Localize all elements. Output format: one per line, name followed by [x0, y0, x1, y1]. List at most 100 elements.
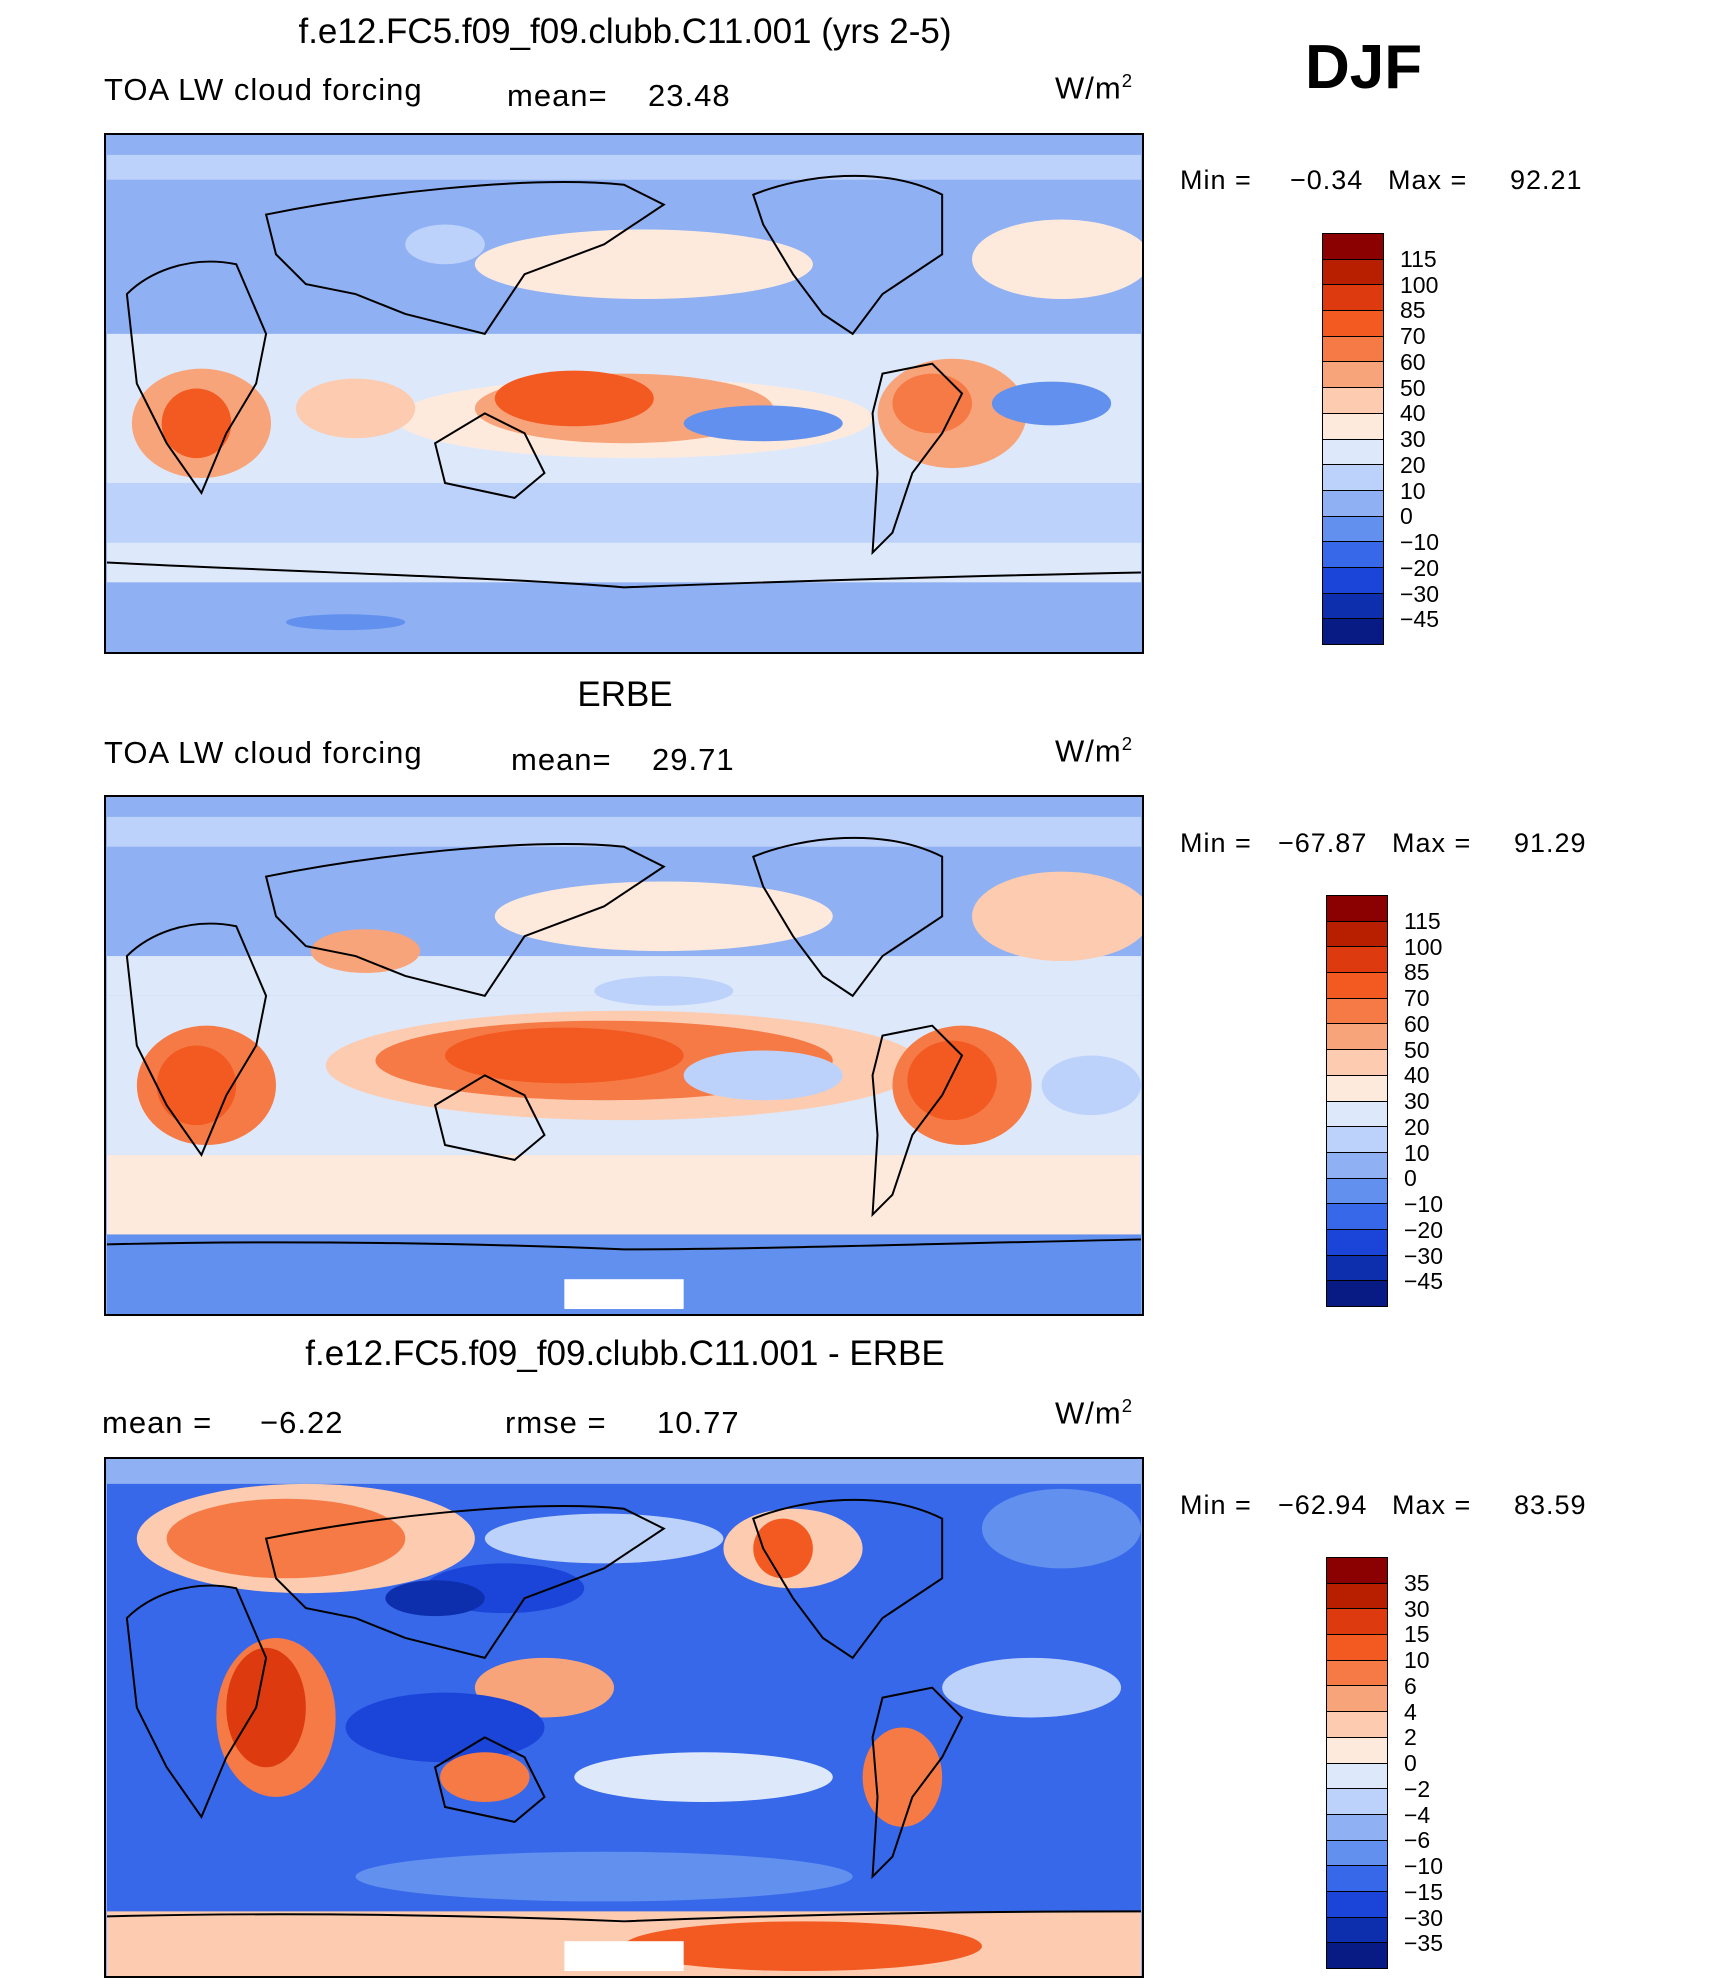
colorbar-swatch: [1327, 1635, 1387, 1661]
panel-2-mean-label: mean=: [511, 742, 612, 777]
colorbar-swatch: [1327, 1204, 1387, 1230]
colorbar-level-label: 85: [1404, 959, 1430, 986]
colorbar-level-label: 0: [1404, 1165, 1417, 1192]
panel-2-max-label: Max =: [1392, 828, 1472, 858]
panel-3-mean-value: −6.22: [260, 1405, 344, 1440]
colorbar-swatch: [1327, 1737, 1387, 1764]
colorbar-swatch: [1327, 973, 1387, 999]
colorbar-level-label: 50: [1400, 374, 1426, 401]
colorbar-level-label: 30: [1404, 1595, 1430, 1622]
panel-3-rmse-value: 10.77: [657, 1405, 740, 1440]
colorbar-swatch: [1327, 1281, 1387, 1306]
colorbar-swatch: [1327, 1943, 1387, 1968]
colorbar-swatch: [1323, 259, 1383, 286]
colorbar-swatch: [1323, 619, 1383, 644]
colorbar-swatch: [1327, 1686, 1387, 1713]
panel-3-min-label: Min =: [1180, 1490, 1252, 1520]
panel-2-min-label: Min =: [1180, 828, 1252, 858]
panel-1-map-field: [106, 135, 1142, 652]
panel-2-variable: TOA LW cloud forcing: [104, 735, 423, 770]
colorbar-swatch: [1327, 921, 1387, 948]
colorbar-level-label: −15: [1404, 1878, 1444, 1905]
colorbar-level-label: 40: [1404, 1062, 1430, 1089]
colorbar-swatch: [1327, 896, 1387, 922]
colorbar-swatch: [1327, 998, 1387, 1025]
colorbar-level-label: 60: [1400, 348, 1426, 375]
panel-2-units: W/m2: [1055, 733, 1134, 769]
panel-2-max-value: 91.29: [1514, 828, 1587, 858]
panel-1-units: W/m2: [1055, 70, 1134, 106]
panel-3-map: [104, 1457, 1144, 1978]
panel-3-units: W/m2: [1055, 1395, 1134, 1431]
colorbar-level-label: −20: [1400, 554, 1440, 581]
colorbar-level-label: 100: [1404, 933, 1443, 960]
panel-1-title: f.e12.FC5.f09_f09.clubb.C11.001 (yrs 2-5…: [298, 12, 952, 51]
panel-2-colorbar: [1326, 895, 1388, 1307]
colorbar-level-label: −30: [1400, 580, 1440, 607]
colorbar-level-label: 20: [1400, 451, 1426, 478]
colorbar-level-label: 30: [1404, 1088, 1430, 1114]
panel-2-title: ERBE: [577, 675, 673, 714]
colorbar-swatch: [1327, 1075, 1387, 1102]
colorbar-level-label: 70: [1400, 323, 1426, 349]
colorbar-level-label: −45: [1404, 1268, 1444, 1295]
colorbar-swatch: [1327, 1101, 1387, 1128]
colorbar-swatch: [1323, 593, 1383, 620]
panel-3-min-value: −62.94: [1278, 1490, 1368, 1520]
panel-2-map-field: [106, 797, 1142, 1314]
colorbar-level-label: 10: [1404, 1647, 1430, 1673]
colorbar-level-label: −20: [1404, 1216, 1444, 1243]
colorbar-level-label: 115: [1400, 245, 1437, 272]
colorbar-level-label: −10: [1404, 1853, 1444, 1879]
colorbar-level-label: 4: [1404, 1698, 1417, 1725]
panel-1-min-value: −0.34: [1290, 165, 1364, 195]
colorbar-swatch: [1323, 362, 1383, 389]
colorbar-swatch: [1327, 1050, 1387, 1076]
panel-1-max-value: 92.21: [1510, 165, 1583, 195]
colorbar-swatch: [1327, 1152, 1387, 1179]
colorbar-level-label: 20: [1404, 1113, 1430, 1140]
colorbar-swatch: [1327, 1917, 1387, 1944]
colorbar-level-label: −10: [1404, 1191, 1444, 1217]
panel-1-map: [104, 133, 1144, 654]
panel-1-max-label: Max =: [1388, 165, 1468, 195]
colorbar-swatch: [1323, 542, 1383, 568]
panel-2-map: [104, 795, 1144, 1316]
panel-2-min-value: −67.87: [1278, 828, 1368, 858]
colorbar-swatch: [1327, 1712, 1387, 1738]
colorbar-level-label: −30: [1404, 1904, 1444, 1931]
colorbar-level-label: 15: [1404, 1621, 1430, 1648]
panel-3-rmse-label: rmse =: [505, 1405, 607, 1440]
colorbar-level-label: −2: [1404, 1775, 1431, 1802]
panel-3-map-field: [106, 1459, 1142, 1976]
colorbar-level-label: 0: [1400, 503, 1413, 530]
colorbar-swatch: [1323, 465, 1383, 491]
colorbar-level-label: −4: [1404, 1801, 1431, 1828]
colorbar-swatch: [1327, 1763, 1387, 1790]
season-label: DJF: [1305, 33, 1423, 102]
colorbar-level-label: −45: [1400, 606, 1440, 633]
panel-3-title: f.e12.FC5.f09_f09.clubb.C11.001 - ERBE: [305, 1334, 945, 1373]
colorbar-level-label: 50: [1404, 1036, 1430, 1063]
colorbar-swatch: [1323, 413, 1383, 440]
colorbar-level-label: 70: [1404, 985, 1430, 1011]
colorbar-level-label: 40: [1400, 400, 1426, 427]
colorbar-level-label: 10: [1404, 1139, 1430, 1166]
panel-3-max-label: Max =: [1392, 1490, 1472, 1520]
colorbar-swatch: [1327, 1558, 1387, 1584]
panel-1-variable: TOA LW cloud forcing: [104, 72, 423, 107]
panel-2-mean-value: 29.71: [652, 742, 735, 777]
colorbar-level-label: 115: [1404, 907, 1441, 934]
colorbar-level-label: 10: [1400, 477, 1426, 504]
panel-1-mean-value: 23.48: [648, 78, 731, 113]
colorbar-swatch: [1323, 490, 1383, 517]
colorbar-level-label: 0: [1404, 1750, 1417, 1776]
colorbar-level-label: −6: [1404, 1827, 1431, 1854]
colorbar-swatch: [1327, 1789, 1387, 1815]
colorbar-level-label: 30: [1400, 426, 1426, 452]
panel-1-colorbar: [1322, 233, 1384, 645]
colorbar-swatch: [1323, 516, 1383, 543]
colorbar-swatch: [1327, 1583, 1387, 1610]
colorbar-level-label: −10: [1400, 529, 1440, 555]
colorbar-level-label: 100: [1400, 271, 1439, 298]
